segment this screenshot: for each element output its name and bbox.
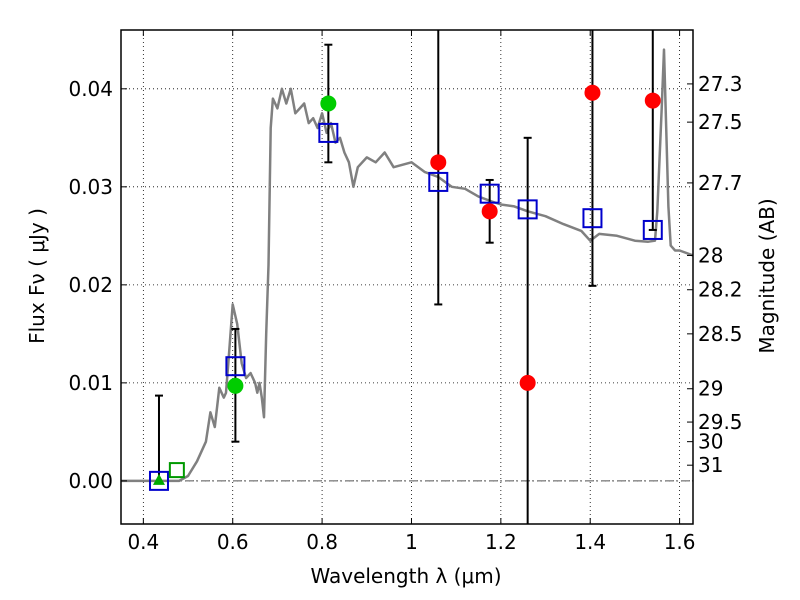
right-tick-label: 27.5 — [698, 110, 743, 134]
right-tick-label: 31 — [698, 453, 723, 477]
right-tick-label: 28.2 — [698, 278, 743, 302]
model-point-marker — [582, 208, 603, 229]
y-tick-label: 0.04 — [68, 77, 113, 101]
x-tick-label: 1.4 — [574, 530, 606, 554]
y-tick-label: 0.03 — [68, 175, 113, 199]
observed-point-marker — [644, 92, 661, 109]
right-axis-label: Magnitude (AB) — [755, 198, 779, 353]
markers — [148, 84, 663, 491]
x-tick-label: 1 — [405, 530, 418, 554]
grid — [121, 30, 693, 524]
model-point-marker — [225, 356, 246, 377]
model-point-marker — [168, 462, 185, 479]
x-axis-label: Wavelength λ (μm) — [310, 564, 501, 588]
upper-limit-marker — [152, 473, 165, 485]
observed-point-marker — [481, 203, 498, 220]
x-tick-label: 1.6 — [664, 530, 696, 554]
right-tick-label: 29.5 — [698, 410, 743, 434]
model-point-marker — [428, 171, 449, 192]
model-point-marker — [318, 122, 339, 143]
x-tick-labels: 0.4 0.6 0.8 1 1.2 1.4 1.6 — [127, 530, 695, 554]
y-tick-label: 0.01 — [68, 371, 113, 395]
x-tick-label: 0.4 — [127, 530, 159, 554]
model-point-marker — [517, 199, 538, 220]
x-tick-label: 1.2 — [485, 530, 517, 554]
observed-point-marker — [584, 84, 601, 101]
observed-point-marker — [227, 377, 244, 394]
right-tick-label: 28 — [698, 243, 723, 267]
right-tick-label: 30 — [698, 430, 723, 454]
y-tick-label: 0.00 — [68, 469, 113, 493]
model-point-marker — [148, 470, 169, 491]
x-tick-label: 0.6 — [217, 530, 249, 554]
error-bars — [154, 30, 657, 524]
ticks — [121, 30, 693, 524]
right-tick-label: 27.7 — [698, 171, 743, 195]
model-point-marker — [479, 183, 500, 204]
model-layer — [121, 48, 694, 483]
observed-point-marker — [320, 95, 337, 112]
y-axis-label: Flux Fν ( μJy ) — [25, 208, 49, 344]
plot-frame — [120, 29, 694, 525]
model-point-marker — [642, 219, 663, 240]
y-tick-labels: 0.00 0.01 0.02 0.03 0.04 — [68, 77, 113, 493]
right-tick-label: 27.3 — [698, 72, 743, 96]
y-tick-label: 0.02 — [68, 273, 113, 297]
observed-point-marker — [519, 374, 536, 391]
right-tick-label: 29 — [698, 377, 723, 401]
observed-point-marker — [430, 154, 447, 171]
right-tick-label: 28.5 — [698, 322, 743, 346]
model-sed-line — [121, 48, 694, 483]
x-tick-label: 0.8 — [306, 530, 338, 554]
